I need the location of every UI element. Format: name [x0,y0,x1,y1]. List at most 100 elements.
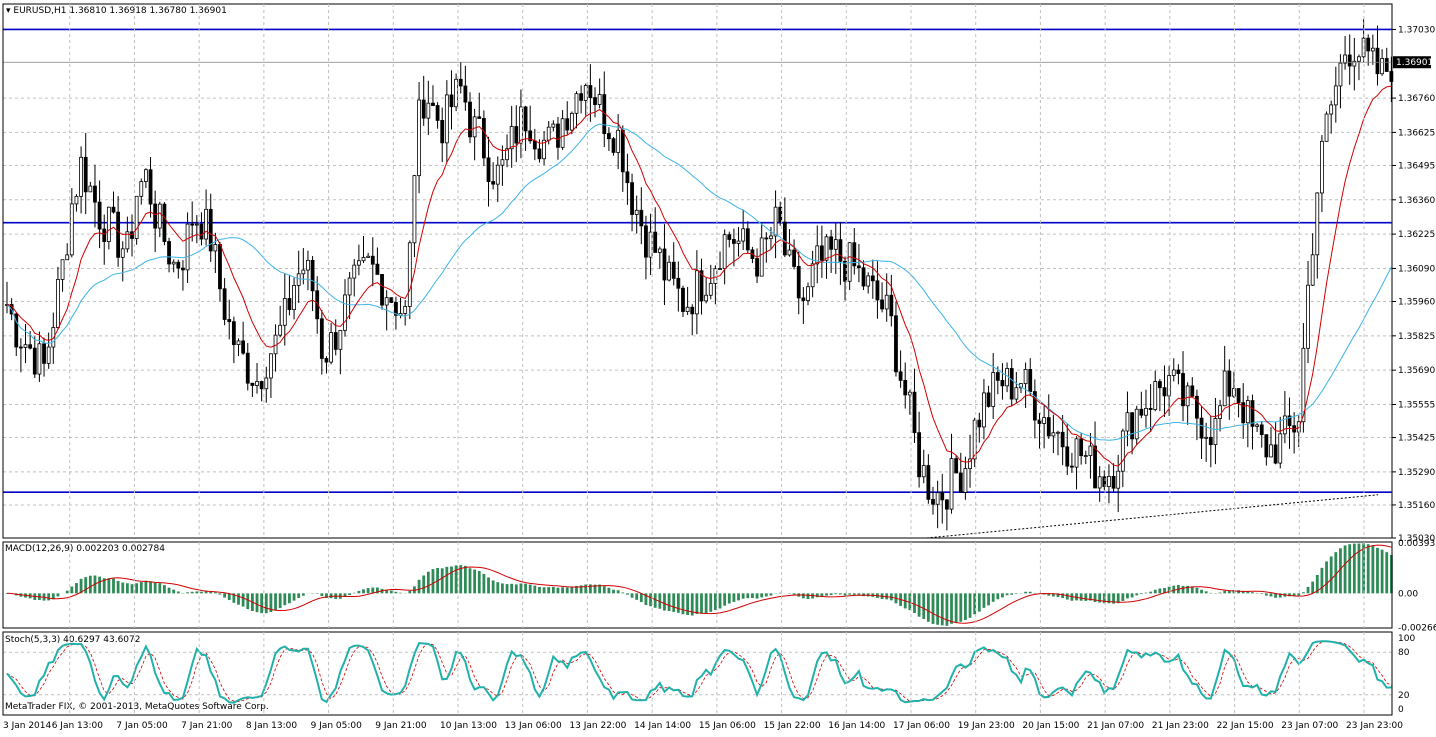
macd-bar [432,569,435,593]
candle-body [1154,382,1157,410]
macd-bar [260,593,263,613]
candle-body [80,157,83,196]
macd-bar [733,593,736,602]
macd-bar [418,580,421,594]
macd-bar [793,593,796,594]
candle-body [552,124,555,127]
candle-body [56,279,59,327]
candle-body [1163,388,1166,396]
macd-frame [3,542,1392,628]
candle-body [186,224,189,270]
macd-bar [510,584,513,594]
candle-body [1043,418,1046,424]
current-price-label: 1.36901 [1396,58,1433,68]
candle-body [1112,476,1115,488]
y-tick-label: 1.36225 [1398,230,1435,240]
candle-body [265,378,268,389]
macd-bar [1126,593,1129,598]
candle-body [107,207,110,241]
candle-body [103,229,106,242]
x-tick-label: 22 Jan 15:00 [1217,721,1274,731]
macd-bar [274,593,277,610]
candle-body [408,243,411,307]
candle-body [1075,439,1078,467]
x-tick-label: 13 Jan 06:00 [505,721,562,731]
macd-bar [126,583,129,593]
candle-body [33,348,36,374]
macd-bar [700,593,703,613]
copyright-label: MetaTrader FIX, © 2001-2013, MetaQuotes … [5,702,269,712]
candle-body [390,298,393,303]
macd-bar [1061,593,1064,598]
macd-bar [117,581,120,593]
macd-bar [445,567,448,594]
macd-bar [520,583,523,593]
y-tick-label: 1.35960 [1398,298,1435,308]
candle-body [84,157,87,191]
candle-body [339,330,342,349]
macd-bar [557,588,560,594]
candle-body [306,260,309,270]
y-tick-label: 1.35825 [1398,332,1435,342]
stoch-y-tick: 100 [1398,634,1415,644]
candle-body [362,257,365,260]
candle-body [830,237,833,249]
macd-bar [695,593,698,614]
x-tick-label: 23 Jan 07:00 [1281,721,1338,731]
x-tick-label: 8 Jan 13:00 [246,721,298,731]
macd-bar [1307,587,1310,593]
candle-body [723,235,726,269]
candle-body [996,373,999,381]
macd-bar [561,587,564,593]
macd-bar [492,580,495,593]
macd-bar [686,593,689,615]
candle-body [121,249,124,257]
macd-bar [1131,593,1134,597]
candle-body [418,100,421,176]
candle-body [890,295,893,316]
macd-bar [589,584,592,593]
candle-body [1144,408,1147,415]
candle-body [1339,63,1342,86]
candle-body [376,264,379,274]
candle-body [1357,57,1360,61]
macd-bar [320,593,323,596]
candle-body [1209,437,1212,444]
candle-body [1367,38,1370,51]
candle-body [195,224,198,225]
macd-bar [75,583,78,593]
candle-body [1070,466,1073,467]
candle-body [987,393,990,407]
macd-bar [482,574,485,593]
candle-body [251,383,254,385]
candle-body [871,276,874,281]
candle-body [1089,446,1092,456]
candle-body [1237,389,1240,403]
candle-body [728,235,731,240]
x-tick-label: 23 Jan 23:00 [1346,721,1403,731]
macd-bar [668,593,671,611]
candle-body [214,245,217,251]
candle-body [19,347,22,348]
candle-body [371,256,374,264]
macd-bar [728,593,731,603]
macd-panel[interactable]: 0.0039330.00-0.002668 [6,539,1436,634]
macd-bar [1219,593,1222,594]
main-price-panel[interactable]: 1.370301.367601.366251.364951.363601.362… [3,19,1435,544]
macd-bar [825,593,828,595]
macd-bar [1029,592,1032,594]
candle-body [1024,369,1027,383]
candle-body [1047,418,1050,436]
macd-bar [1330,556,1333,593]
macd-bar [70,587,73,594]
candle-body [1149,408,1152,409]
macd-bar [1344,545,1347,593]
candle-body [177,262,180,268]
macd-bar [737,593,740,600]
y-tick-label: 1.35690 [1398,366,1435,376]
candle-body [677,278,680,288]
candle-body [820,246,823,260]
candle-body [228,319,231,321]
